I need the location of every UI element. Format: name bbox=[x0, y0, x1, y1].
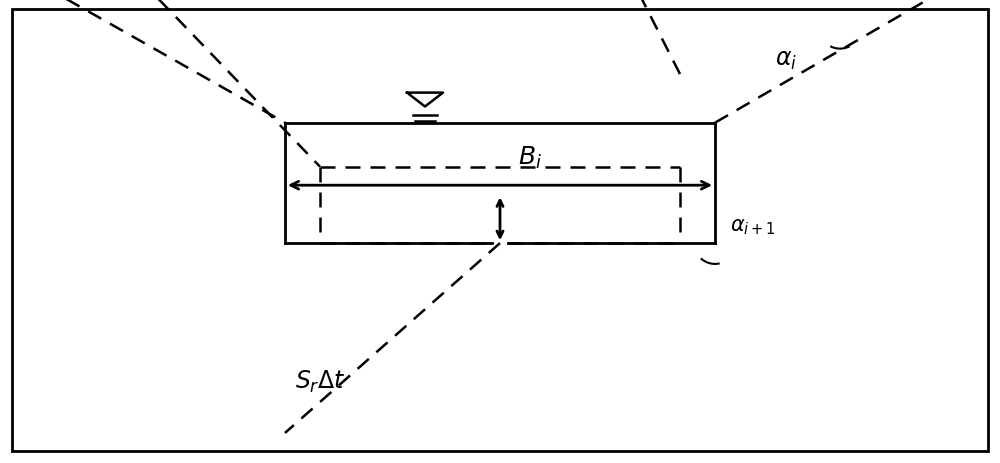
Text: $S_r\Delta t$: $S_r\Delta t$ bbox=[295, 369, 346, 395]
Text: $\alpha_{i+1}$: $\alpha_{i+1}$ bbox=[730, 217, 776, 237]
Text: $B_i$: $B_i$ bbox=[518, 144, 542, 170]
Text: $\alpha_i$: $\alpha_i$ bbox=[775, 48, 797, 72]
